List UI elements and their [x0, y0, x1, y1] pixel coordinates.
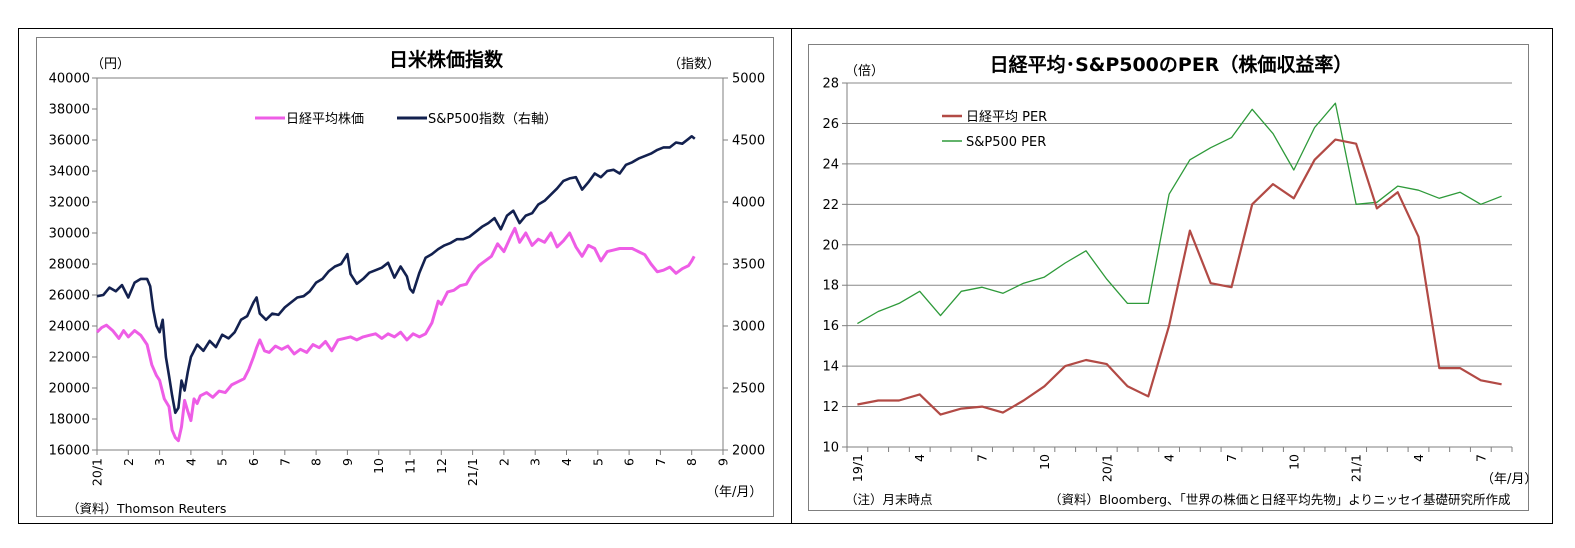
x-axis-tick-label: 7: [653, 458, 668, 466]
y-axis-unit: （倍）: [845, 64, 884, 79]
x-axis-tick-label: 7: [277, 458, 292, 466]
x-axis-tick-label: 10: [1286, 454, 1301, 470]
left-axis-tick-label: 28000: [49, 258, 90, 273]
left-axis-tick-label: 34000: [49, 165, 90, 180]
nikkei-per-line: [857, 138, 1502, 416]
y-axis-tick-label: 14: [822, 360, 839, 375]
source-note: （資料）Bloomberg、「世界の株価と日経平均先物」よりニッセイ基礎研究所作…: [1049, 492, 1511, 507]
y-axis-tick-label: 16: [822, 319, 839, 334]
x-axis-tick-label: 4: [912, 454, 927, 462]
left-axis-tick-label: 36000: [49, 134, 90, 149]
left-axis-tick-label: 26000: [49, 289, 90, 304]
sp500-index-line: [96, 135, 696, 415]
x-axis-tick-label: 21/1: [465, 458, 480, 486]
x-axis-tick-label: 5: [215, 458, 230, 466]
x-axis-unit: （年/月）: [1481, 472, 1537, 487]
stock-index-chart: 日米株価指数 （円） （指数） 160001800020000220002400…: [49, 48, 765, 516]
left-axis-unit: （円）: [91, 57, 130, 72]
x-axis-tick-label: 4: [1162, 454, 1177, 462]
x-axis-tick-label: 3: [528, 458, 543, 466]
y-axis-tick-label: 18: [822, 279, 839, 294]
y-axis-tick-label: 24: [822, 157, 839, 172]
y-axis-tick-label: 28: [822, 77, 839, 92]
x-axis-tick-label: 21/1: [1349, 454, 1364, 482]
x-axis-tick-label: 2: [121, 458, 136, 466]
left-axis-tick-label: 24000: [49, 320, 90, 335]
nikkei-average-line: [95, 226, 696, 443]
x-axis-tick-label: 20/1: [90, 458, 105, 486]
legend-label: 日経平均 PER: [966, 110, 1047, 125]
right-axis-tick-label: 5000: [732, 72, 765, 87]
x-axis-tick-label: 5: [590, 458, 605, 466]
x-axis-tick-label: 3: [152, 458, 167, 466]
x-axis-tick-label: 11: [403, 458, 418, 474]
x-axis-unit: （年/月）: [706, 485, 762, 500]
left-axis-tick-label: 32000: [49, 196, 90, 211]
right-axis-tick-label: 4000: [732, 196, 765, 211]
per-chart: 日経平均･S&P500のPER（株価収益率） （倍） 10 12 14 16 18 20 2…: [822, 53, 1537, 507]
x-axis-tick-label: 6: [622, 458, 637, 466]
right-axis-tick-label: 4500: [732, 134, 765, 149]
x-axis-tick-label: 10: [1037, 454, 1052, 470]
x-axis-tick-label: 4: [183, 458, 198, 466]
x-axis-tick-label: 4: [1411, 454, 1426, 462]
y-axis-tick-label: 20: [822, 238, 839, 253]
x-axis-tick-label: 8: [309, 458, 324, 466]
sp500-per-line: [857, 102, 1502, 325]
left-axis-tick-label: 22000: [49, 351, 90, 366]
left-axis-tick-label: 20000: [49, 382, 90, 397]
left-axis-tick-label: 16000: [49, 444, 90, 459]
right-axis-tick-label: 3000: [732, 320, 765, 335]
source-note: （資料）Thomson Reuters: [67, 501, 226, 516]
x-axis-tick-label: 7: [1224, 454, 1239, 462]
x-axis-tick-label: 7: [975, 454, 990, 462]
y-axis-tick-label: 26: [822, 117, 839, 132]
right-axis-unit: （指数）: [668, 57, 720, 72]
chart-title: 日米株価指数: [389, 48, 504, 71]
x-axis-tick-label: 4: [559, 458, 574, 466]
right-axis-tick-label: 2000: [732, 444, 765, 459]
x-axis-tick-label: 6: [246, 458, 261, 466]
y-axis-tick-label: 22: [822, 198, 839, 213]
figure-frame: [18, 28, 1553, 524]
left-axis-tick-label: 40000: [49, 72, 90, 87]
x-axis-tick-label: 8: [684, 458, 699, 466]
legend-label: S&P500指数（右軸）: [428, 112, 557, 127]
x-axis-tick-label: 2: [496, 458, 511, 466]
right-axis-tick-label: 3500: [732, 258, 765, 273]
legend-label: 日経平均株価: [286, 112, 364, 127]
footnote: （注）月末時点: [845, 492, 933, 507]
per-chart-panel: 日経平均･S&P500のPER（株価収益率） （倍） 10 12 14 16 18 20 2…: [808, 44, 1537, 511]
stock-index-chart-panel: 日米株価指数 （円） （指数） 16000 18000 20000 22000 2400…: [36, 37, 774, 517]
x-axis-tick-label: 9: [716, 458, 731, 466]
x-axis-tick-label: 19/1: [850, 454, 865, 482]
right-axis-tick-label: 2500: [732, 382, 765, 397]
chart-title: 日経平均･S&P500のPER（株価収益率）: [990, 53, 1353, 76]
x-axis-tick-label: 10: [371, 458, 386, 474]
x-axis-tick-label: 9: [340, 458, 355, 466]
left-axis-tick-label: 30000: [49, 227, 90, 242]
x-axis-tick-label: 12: [434, 458, 449, 474]
legend-label: S&P500 PER: [966, 135, 1046, 150]
x-axis-tick-label: 20/1: [1099, 454, 1114, 482]
y-axis-tick-label: 12: [822, 400, 839, 415]
y-axis-tick-label: 10: [822, 441, 839, 456]
x-axis-tick-label: 7: [1473, 454, 1488, 462]
left-axis-tick-label: 18000: [49, 413, 90, 428]
plot-area-frame: [96, 77, 724, 451]
left-axis-tick-label: 38000: [49, 103, 90, 118]
panel-divider: [791, 28, 792, 524]
